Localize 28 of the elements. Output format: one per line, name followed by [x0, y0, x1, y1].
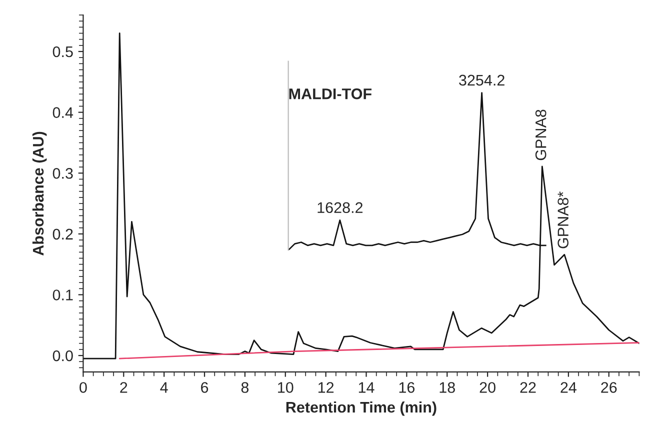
x-tick-label: 26	[601, 382, 617, 393]
y-tick-label: 0.3	[52, 168, 73, 179]
annotation: GPNA8	[535, 110, 546, 160]
annotation: GPNA8*	[558, 192, 568, 248]
x-tick-label: 22	[520, 382, 536, 393]
x-tick-label: 0	[80, 382, 87, 393]
x-tick-label: 4	[160, 382, 168, 393]
x-axis-title: Retention Time (min)	[286, 401, 436, 416]
chart-title: MALDI-TOF	[289, 88, 372, 100]
y-tick-label: 0.2	[52, 228, 73, 240]
x-tick-label: 6	[201, 382, 208, 393]
x-tick-label: 16	[399, 382, 415, 393]
line-series	[83, 32, 640, 360]
x-tick-label: 12	[318, 382, 334, 393]
y-tick-label: 0.0	[52, 350, 73, 362]
x-tick-label: 1628.2	[318, 202, 363, 214]
x-tick-label: 2	[120, 382, 128, 393]
y-axis-title: Absorbance (AU)	[32, 132, 47, 256]
x-tick-label: 18	[440, 382, 455, 393]
y-tick-label: 0.5	[52, 46, 73, 58]
x-tick-label: 3254.2	[459, 74, 504, 86]
y-tick-label: 0.1	[52, 290, 73, 300]
x-tick-label: 24	[560, 382, 576, 393]
x-tick-label: 10	[278, 382, 294, 393]
x-tick-label: 8	[241, 382, 249, 393]
y-tick-label: 0.4	[52, 107, 74, 118]
x-tick-label: 20	[480, 382, 496, 393]
x-tick-label: 14	[358, 382, 374, 393]
